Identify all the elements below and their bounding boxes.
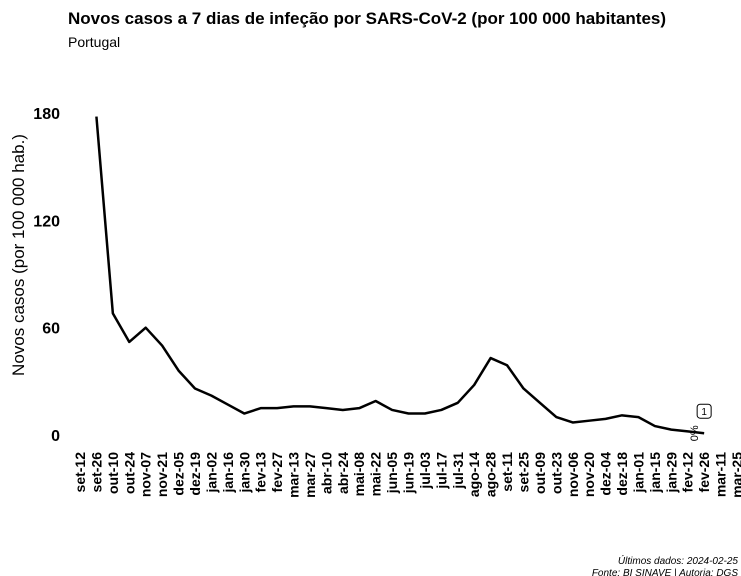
x-tick-label: mar-25: [729, 452, 741, 498]
x-tick-label: nov-20: [581, 452, 597, 497]
x-tick-label: set-12: [72, 452, 88, 493]
x-tick-label: fev-13: [253, 452, 269, 493]
y-tick-label: 60: [42, 321, 60, 338]
x-tick-label: mar-13: [286, 452, 302, 498]
caption: Fonte: BI SINAVE | Autoria: DGS: [592, 568, 739, 576]
y-axis-label: Novos casos (por 100 000 hab.): [9, 134, 28, 376]
x-tick-label: nov-07: [138, 452, 154, 497]
x-tick-label: dez-04: [598, 452, 614, 496]
x-tick-label: abr-24: [335, 452, 351, 494]
x-tick-label: jun-19: [401, 452, 417, 494]
caption: Últimos dados: 2024-02-25: [618, 554, 739, 567]
x-tick-label: mai-22: [368, 452, 384, 497]
y-tick-label: 0: [51, 428, 60, 445]
data-line: [95, 116, 705, 435]
x-tick-label: mai-08: [351, 452, 367, 497]
chart-subtitle: Portugal: [68, 34, 120, 50]
x-tick-label: jan-29: [663, 452, 679, 494]
x-tick-label: jul-31: [450, 452, 466, 490]
x-tick-label: jan-30: [236, 452, 252, 494]
x-tick-label: out-10: [105, 452, 121, 494]
y-tick-label: 180: [33, 106, 60, 123]
x-tick-label: dez-19: [187, 452, 203, 496]
x-tick-label: out-24: [121, 452, 137, 494]
x-tick-label: jan-01: [630, 452, 646, 494]
x-tick-label: jun-05: [384, 452, 400, 494]
x-tick-label: fev-26: [696, 452, 712, 493]
x-tick-label: fev-27: [269, 452, 285, 493]
annotation-box: [696, 403, 712, 419]
x-tick-label: jan-16: [220, 452, 236, 494]
annotation: 0%: [689, 425, 701, 441]
x-tick-label: fev-12: [680, 452, 696, 493]
x-tick-label: jul-03: [417, 452, 433, 490]
x-tick-label: dez-18: [614, 452, 630, 496]
x-tick-label: jan-15: [647, 452, 663, 494]
x-tick-label: set-25: [515, 452, 531, 493]
x-tick-label: mar-27: [302, 452, 318, 498]
x-tick-label: jul-17: [433, 452, 449, 490]
x-tick-label: ago-14: [466, 452, 482, 497]
x-tick-label: mar-11: [713, 452, 729, 497]
x-tick-label: set-26: [88, 452, 104, 493]
x-tick-label: nov-21: [154, 452, 170, 497]
x-tick-label: jan-02: [203, 452, 219, 494]
x-tick-label: ago-28: [483, 452, 499, 497]
chart-title: Novos casos a 7 dias de infeção por SARS…: [68, 9, 666, 28]
x-tick-label: dez-05: [171, 452, 187, 496]
x-tick-label: out-09: [532, 452, 548, 494]
x-tick-label: nov-06: [565, 452, 581, 497]
x-tick-label: set-11: [499, 452, 515, 492]
x-tick-label: abr-10: [318, 452, 334, 494]
y-tick-label: 120: [33, 213, 60, 230]
annotation: 1: [701, 407, 707, 418]
x-tick-label: out-23: [548, 452, 564, 494]
